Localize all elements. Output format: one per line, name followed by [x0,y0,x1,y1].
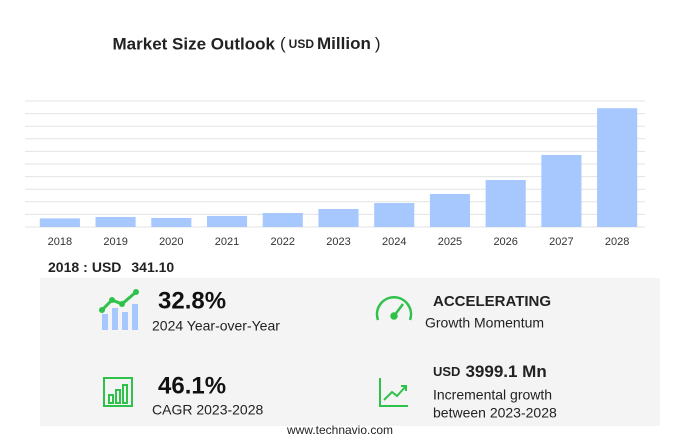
bar [262,212,303,227]
paren: ( [280,34,286,53]
icon-growth [379,378,408,407]
unit: Million [317,34,371,53]
x-tick-label: 2020 [159,236,183,248]
summary-panel [40,278,660,426]
bar [485,180,526,227]
x-tick-label: 2024 [382,236,406,248]
bar [429,193,471,227]
plot: 2018 2019 2020 2021 2022 2023 2024 2025 2026 2027… [25,100,645,248]
highlight-value: 46.1% [158,372,226,399]
bar [95,216,136,227]
chart-title: Market Size Outlook [113,34,276,53]
bar [151,218,192,227]
x-tick-label: 2022 [271,236,295,248]
x-tick-label: 2023 [326,236,350,248]
highlight-label: CAGR 2023-2028 [152,402,264,418]
highlight-value: ACCELERATING [433,293,551,310]
x-tick-label: 2026 [493,236,517,248]
bar [39,218,80,227]
highlight-label: Incremental growth [433,387,552,403]
x-tick-label: 2027 [549,236,573,248]
unit: USD [433,364,460,379]
bar [206,215,248,227]
icon-cagr [103,377,133,407]
x-tick-label: 2025 [438,236,462,248]
highlight-value: USD 3999.1 Mn [433,362,547,381]
icon-gauge [375,296,413,321]
chart-unit: (USD Million) [280,34,381,53]
highlight-label: 2024 Year-over-Year [152,318,280,334]
x-tick-label: 2018 [48,236,72,248]
unit-prefix: USD [289,37,315,51]
bar [541,155,582,227]
bar [318,209,359,227]
base-year: 2018: USD 341.10 [48,259,174,275]
value: 3999.1 Mn [465,362,546,381]
footer: www.technavio.com [286,423,393,437]
highlight-value: 32.8% [158,287,226,314]
highlight-label: Growth Momentum [425,315,544,331]
x-tick-label: 2019 [103,236,127,248]
bar [374,203,415,227]
highlight-label: between 2023-2028 [433,405,557,421]
paren: ) [375,34,381,53]
bar [597,108,638,227]
year: 2018 [48,259,79,275]
unit: USD [92,259,122,275]
x-tick-label: 2021 [215,236,239,248]
x-tick-label: 2028 [605,236,629,248]
sep: : [83,259,88,275]
value: 341.10 [131,259,174,275]
icon-yoy [99,289,139,330]
